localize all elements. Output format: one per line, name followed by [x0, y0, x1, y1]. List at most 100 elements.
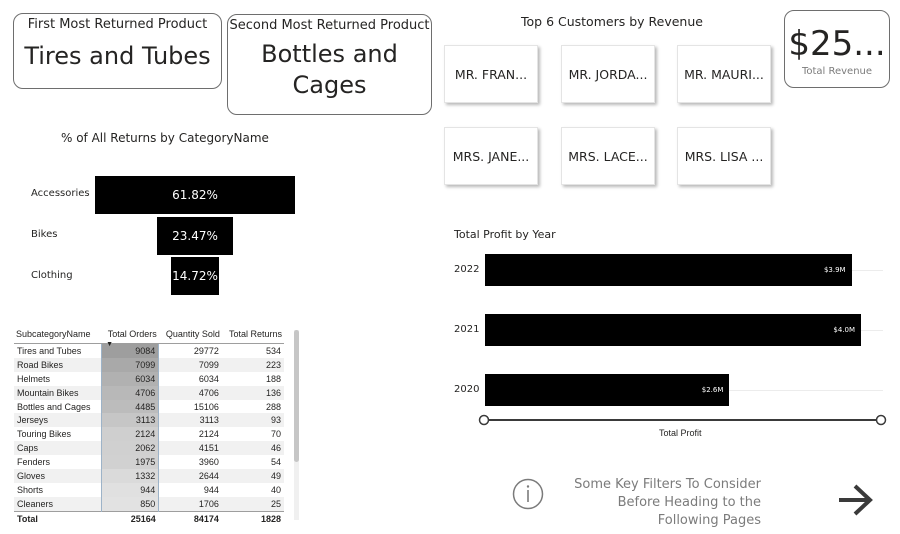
total-orders-cell: 4485 [100, 399, 160, 414]
funnel-label-accessories: Accessories [31, 188, 90, 199]
total-orders-cell: 1975 [100, 455, 160, 470]
customer-card-3[interactable]: MR. MAURI... [677, 45, 771, 103]
total-orders-sum: 25164 [101, 510, 159, 526]
total-orders-cell: 9084 [100, 343, 160, 358]
funnel-label-bikes: Bikes [31, 229, 58, 240]
subcategory-matrix: SubcategoryName Total Orders ▼ Quantity … [14, 327, 284, 526]
table-row[interactable]: Gloves 1332 2644 49 [14, 469, 284, 483]
slider-handle-start [478, 414, 490, 426]
total-returns-cell: 46 [221, 441, 284, 456]
table-row[interactable]: Caps 2062 4151 46 [14, 441, 284, 456]
subcategory-cell: Fenders [17, 457, 51, 468]
col-header-total-orders[interactable]: Total Orders ▼ [101, 327, 159, 348]
total-row: Total 25164 84174 1828 [14, 510, 284, 526]
second-returned-value-line2: Cages [292, 71, 367, 99]
total-returns-cell: 188 [265, 373, 281, 384]
total-returns-sum: 1828 [221, 510, 284, 526]
first-returned-value: Tires and Tubes [24, 42, 211, 70]
sort-desc-icon: ▼ [106, 341, 114, 348]
total-orders-cell: 2124 [100, 427, 160, 442]
funnel-value-accessories: 61.82% [172, 188, 218, 202]
table-row[interactable]: Road Bikes 7099 7099 223 [14, 357, 284, 372]
funnel-label-clothing: Clothing [31, 270, 73, 281]
quantity-sold-cell: 29772 [193, 345, 219, 356]
profit-bar[interactable]: $2.6M [485, 374, 730, 406]
table-row[interactable]: Helmets 6034 6034 188 [14, 371, 284, 386]
second-returned-card: Second Most Returned Product Bottles and… [227, 14, 432, 115]
profit-bar[interactable]: $3.9M [485, 254, 852, 286]
quantity-sold-cell: 4151 [158, 441, 222, 456]
funnel-bar-bikes[interactable]: 23.47% [157, 217, 233, 255]
profit-value-label: $4.0M [833, 326, 855, 334]
customer-card-2[interactable]: MR. JORDA... [561, 45, 655, 103]
total-quantity-sum: 84174 [158, 510, 222, 526]
funnel-bar-accessories[interactable]: 61.82% [95, 176, 295, 214]
info-text: Some Key Filters To Consider Before Head… [574, 477, 761, 528]
quantity-sold-cell: 944 [203, 484, 219, 495]
total-returns-cell: 93 [221, 413, 284, 428]
total-orders-cell: 1332 [100, 469, 160, 483]
total-orders-cell: 4706 [100, 385, 160, 400]
first-returned-card: First Most Returned Product Tires and Tu… [13, 13, 222, 89]
total-revenue-card: $25... Total Revenue [784, 10, 890, 88]
slider-handle-end [875, 414, 887, 426]
subcategory-cell: Mountain Bikes [14, 385, 102, 400]
subcategory-cell: Caps [14, 441, 102, 456]
total-returns-cell: 70 [270, 429, 281, 440]
year-label: 2022 [454, 264, 480, 275]
quantity-sold-cell: 3113 [158, 413, 222, 428]
subcategory-cell: Jerseys [14, 413, 102, 428]
table-row[interactable]: Cleaners 850 1706 25 [14, 496, 284, 512]
funnel-value-bikes: 23.47% [172, 229, 218, 243]
subcategory-cell: Bottles and Cages [17, 401, 91, 412]
col-header-subcategory[interactable]: SubcategoryName [14, 327, 102, 344]
funnel-value-clothing: 14.72% [172, 269, 218, 283]
subcategory-cell: Tires and Tubes [17, 345, 82, 356]
subcategory-cell: Helmets [17, 373, 51, 384]
total-returns-cell: 25 [221, 496, 284, 512]
table-row[interactable]: Tires and Tubes 9084 29772 534 [14, 343, 284, 358]
col-header-quantity-sold[interactable]: Quantity Sold [158, 327, 222, 344]
customer-card-1[interactable]: MR. FRAN... [444, 45, 538, 103]
returns-funnel-title: % of All Returns by CategoryName [61, 131, 269, 145]
second-returned-value-line1: Bottles and [261, 40, 398, 68]
total-revenue-value: $25... [788, 24, 886, 64]
year-label: 2020 [454, 384, 480, 395]
total-orders-cell: 2062 [100, 441, 160, 456]
subcategory-cell: Shorts [17, 484, 44, 495]
total-returns-cell: 49 [221, 469, 284, 483]
info-icon [512, 478, 544, 510]
matrix-scrollbar-thumb[interactable] [294, 330, 299, 462]
quantity-sold-cell: 6034 [198, 373, 219, 384]
profit-chart-title: Total Profit by Year [454, 228, 556, 241]
customer-card-4[interactable]: MRS. JANE... [444, 127, 538, 185]
quantity-sold-cell: 3960 [198, 457, 219, 468]
total-revenue-caption: Total Revenue [801, 66, 873, 77]
col-header-total-orders-label: Total Orders [107, 329, 157, 339]
customer-card-5[interactable]: MRS. LACE... [561, 127, 655, 185]
customer-card-6[interactable]: MRS. LISA ... [677, 127, 771, 185]
total-orders-cell: 944 [100, 482, 160, 497]
table-row[interactable]: Shorts 944 944 40 [14, 482, 284, 497]
total-label: Total [14, 510, 102, 526]
table-row[interactable]: Bottles and Cages 4485 15106 288 [14, 399, 284, 414]
subcategory-cell: Cleaners [14, 496, 102, 512]
table-row[interactable]: Fenders 1975 3960 54 [14, 455, 284, 470]
subcategory-cell: Road Bikes [14, 357, 102, 372]
table-row[interactable]: Jerseys 3113 3113 93 [14, 413, 284, 428]
second-returned-caption: Second Most Returned Product [229, 18, 430, 33]
total-returns-cell: 223 [221, 357, 284, 372]
total-returns-cell: 54 [270, 457, 281, 468]
col-header-total-returns[interactable]: Total Returns [221, 327, 284, 344]
table-row[interactable]: Mountain Bikes 4706 4706 136 [14, 385, 284, 400]
profit-range-slider[interactable] [478, 413, 888, 427]
table-row[interactable]: Touring Bikes 2124 2124 70 [14, 427, 284, 442]
top-customers-title: Top 6 Customers by Revenue [521, 14, 703, 29]
year-label: 2021 [454, 324, 480, 335]
total-returns-cell: 40 [270, 484, 281, 495]
funnel-bar-clothing[interactable]: 14.72% [171, 257, 219, 295]
quantity-sold-cell: 2124 [198, 429, 219, 440]
arrow-right-icon[interactable] [837, 483, 875, 517]
total-orders-cell: 3113 [100, 413, 160, 428]
profit-bar[interactable]: $4.0M [485, 314, 861, 346]
